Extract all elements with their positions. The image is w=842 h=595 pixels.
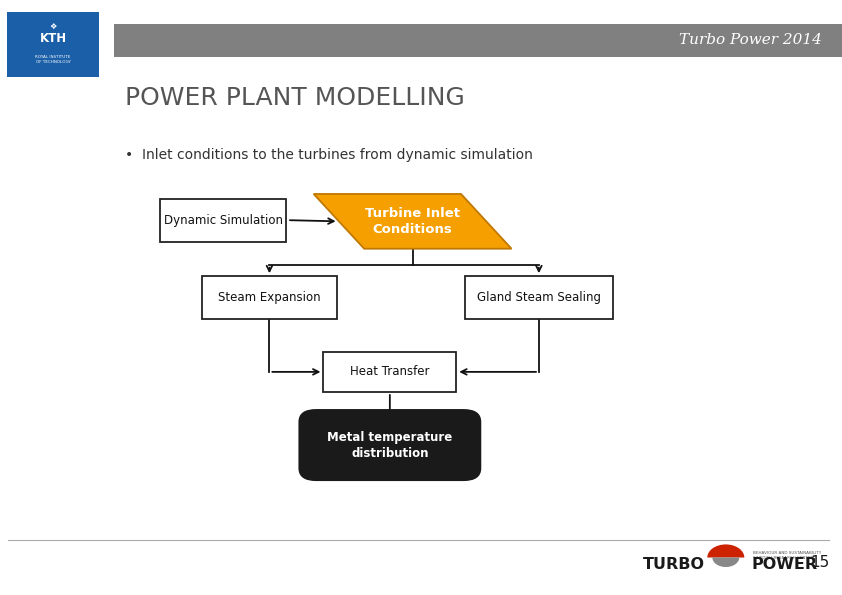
Wedge shape xyxy=(707,544,744,558)
Text: Heat Transfer: Heat Transfer xyxy=(350,365,429,378)
Text: SWEDISH RESEARCH CENTER: SWEDISH RESEARCH CENTER xyxy=(753,556,813,560)
Text: Steam Expansion: Steam Expansion xyxy=(218,291,321,304)
Text: •  Inlet conditions to the turbines from dynamic simulation: • Inlet conditions to the turbines from … xyxy=(125,148,532,162)
Bar xyxy=(323,352,456,392)
Bar xyxy=(114,24,842,57)
Wedge shape xyxy=(712,558,739,567)
Text: BEHAVIOUR AND SUSTAINABILITY: BEHAVIOUR AND SUSTAINABILITY xyxy=(753,552,821,555)
Bar xyxy=(202,276,337,319)
Text: ROYAL INSTITUTE
OF TECHNOLOGY: ROYAL INSTITUTE OF TECHNOLOGY xyxy=(35,55,71,64)
Text: 15: 15 xyxy=(810,555,829,570)
Bar xyxy=(7,12,99,77)
Text: POWER PLANT MODELLING: POWER PLANT MODELLING xyxy=(125,86,465,110)
Bar xyxy=(465,276,613,319)
Text: Metal temperature
distribution: Metal temperature distribution xyxy=(328,431,452,459)
Text: ❖: ❖ xyxy=(50,21,56,31)
Text: TURBO: TURBO xyxy=(642,556,705,572)
Bar xyxy=(160,199,286,242)
Text: Turbo Power 2014: Turbo Power 2014 xyxy=(679,33,822,48)
Text: POWER: POWER xyxy=(752,556,818,572)
Text: Turbine Inlet
Conditions: Turbine Inlet Conditions xyxy=(365,207,460,236)
Text: Gland Steam Sealing: Gland Steam Sealing xyxy=(477,291,601,304)
Text: KTH: KTH xyxy=(40,32,67,45)
FancyBboxPatch shape xyxy=(300,410,480,480)
Text: Dynamic Simulation: Dynamic Simulation xyxy=(163,214,283,227)
Polygon shape xyxy=(313,194,512,249)
